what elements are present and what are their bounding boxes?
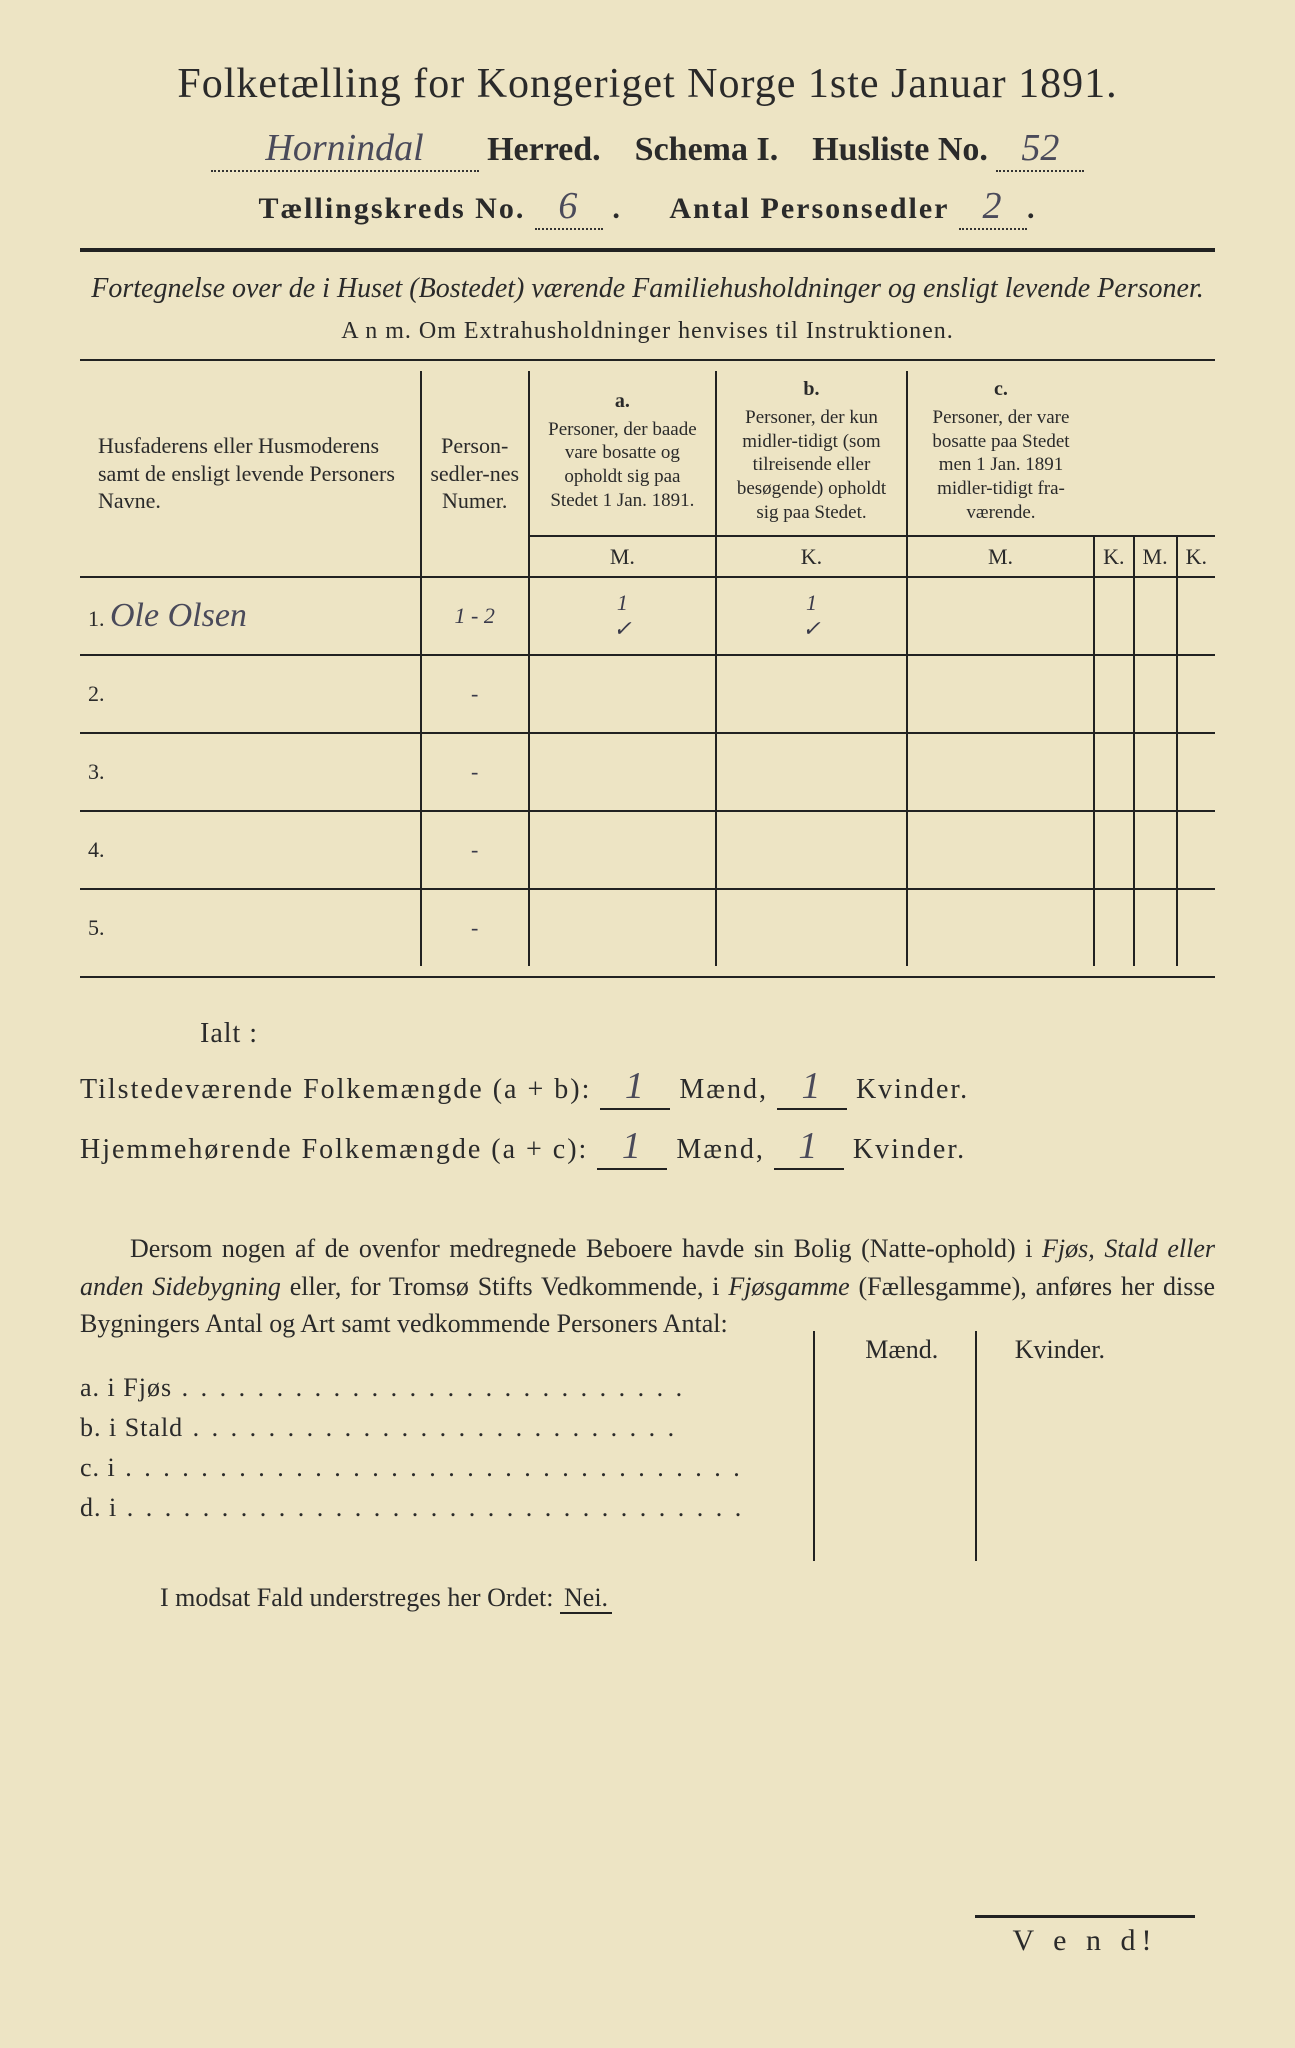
table-row: 5. -: [80, 889, 1215, 966]
row-num: 1 - 2: [421, 577, 529, 655]
table-row: 3. -: [80, 733, 1215, 811]
schema-label: Schema I.: [635, 131, 779, 168]
table-row: 1. Ole Olsen 1 - 2 1 ✓ 1 ✓: [80, 577, 1215, 655]
vend-label: V e n d!: [975, 1915, 1195, 1958]
husliste-label: Husliste No.: [812, 131, 988, 168]
header-line-3: Tællingskreds No. 6 . Antal Personsedler…: [80, 184, 1215, 230]
subtitle: Fortegnelse over de i Huset (Bostedet) v…: [80, 270, 1215, 308]
anm-note: A n m. Om Extrahusholdninger henvises ti…: [80, 318, 1215, 345]
kreds-label: Tællingskreds No.: [259, 192, 526, 225]
row-label: 1. Ole Olsen: [80, 577, 421, 655]
col-a-k: K.: [716, 536, 907, 578]
col-c-m: M.: [1134, 536, 1177, 578]
kreds-value: 6: [535, 184, 603, 230]
table-row: 2. -: [80, 655, 1215, 733]
total-ab-m: 1: [600, 1064, 670, 1110]
paragraph: Dersom nogen af de ovenfor medregnede Be…: [80, 1230, 1215, 1343]
divider-left: [813, 1331, 815, 1561]
table-row: 4. -: [80, 811, 1215, 889]
table-body: 1. Ole Olsen 1 - 2 1 ✓ 1 ✓ 2. -: [80, 577, 1215, 966]
personsedler-label: Antal Personsedler: [669, 192, 949, 225]
page-title: Folketælling for Kongeriget Norge 1ste J…: [80, 60, 1215, 108]
census-table: Husfaderens eller Husmoderens samt de en…: [80, 371, 1215, 966]
census-form-page: Folketælling for Kongeriget Norge 1ste J…: [0, 0, 1295, 2048]
nei-line: I modsat Fald understreges her Ordet: Ne…: [160, 1583, 1215, 1613]
col-header-name: Husfaderens eller Husmoderens samt de en…: [80, 371, 421, 577]
totals-line-2: Hjemmehørende Folkemængde (a + c): 1 Mæn…: [80, 1124, 1215, 1170]
rule-3: [80, 976, 1215, 978]
total-ac-m: 1: [597, 1124, 667, 1170]
cell-c-m: [1134, 577, 1177, 655]
col-header-c: c. Personer, der vare bosatte paa Stedet…: [907, 371, 1094, 536]
husliste-value: 52: [996, 126, 1084, 172]
header-line-2: Hornindal Herred. Schema I. Husliste No.…: [80, 126, 1215, 172]
cell-a-k: 1 ✓: [716, 577, 907, 655]
col-c-k: K.: [1177, 536, 1215, 578]
herred-value: Hornindal: [211, 126, 479, 172]
cell-c-k: [1177, 577, 1215, 655]
col-b-m: M.: [907, 536, 1094, 578]
col-header-num: Person-sedler-nes Numer.: [421, 371, 529, 577]
bottom-header: Mænd. Kvinder.: [865, 1335, 1105, 1365]
bottom-row-c: c. i . . . . . . . . . . . . . . . . . .…: [80, 1453, 1215, 1483]
bottom-row-d: d. i . . . . . . . . . . . . . . . . . .…: [80, 1493, 1215, 1523]
rule-2: [80, 359, 1215, 361]
bottom-row-a: a. i Fjøs . . . . . . . . . . . . . . . …: [80, 1373, 1215, 1403]
bottom-section: Mænd. Kvinder. a. i Fjøs . . . . . . . .…: [80, 1373, 1215, 1523]
personsedler-value: 2: [959, 184, 1027, 230]
cell-b-m: [907, 577, 1094, 655]
col-b-k: K.: [1094, 536, 1133, 578]
bottom-row-b: b. i Stald . . . . . . . . . . . . . . .…: [80, 1413, 1215, 1443]
total-ac-k: 1: [774, 1124, 844, 1170]
total-ab-k: 1: [777, 1064, 847, 1110]
rule-1: [80, 248, 1215, 252]
nei-word: Nei.: [560, 1583, 612, 1614]
herred-label: Herred.: [487, 131, 601, 168]
ialt-label: Ialt :: [200, 1018, 1215, 1050]
divider-mid: [975, 1331, 977, 1561]
col-header-a: a. Personer, der baade vare bosatte og o…: [529, 371, 717, 536]
col-a-m: M.: [529, 536, 717, 578]
col-header-b: b. Personer, der kun midler-tidigt (som …: [716, 371, 907, 536]
cell-b-k: [1094, 577, 1133, 655]
cell-a-m: 1 ✓: [529, 577, 717, 655]
row-name: Ole Olsen: [110, 597, 247, 634]
totals-line-1: Tilstedeværende Folkemængde (a + b): 1 M…: [80, 1064, 1215, 1110]
